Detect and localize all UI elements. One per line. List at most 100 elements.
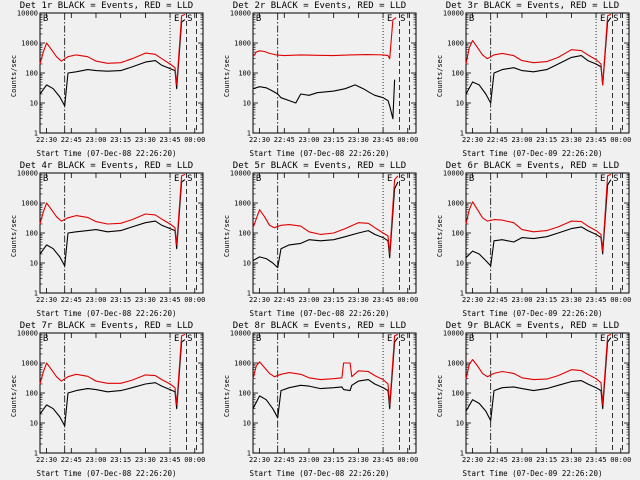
x-tick-label: 23:45 xyxy=(160,456,181,464)
x-tick-label: 23:15 xyxy=(323,296,344,304)
chart-svg: 1 10 100 1000 10000 22:30 22:45 23:00 23:15 23:30… xyxy=(443,330,631,465)
y-tick-label: 100 xyxy=(238,390,251,398)
events-line xyxy=(39,19,186,107)
x-tick-label: 22:30 xyxy=(249,136,270,144)
y-tick-label: 10 xyxy=(243,260,251,268)
y-tick-label: 10000 xyxy=(443,170,464,178)
marker-b: B xyxy=(469,14,474,24)
chart-svg: 1 10 100 1000 10000 22:30 22:45 23:00 23:15 23:30… xyxy=(230,170,418,305)
x-tick-label: 23:15 xyxy=(110,136,131,144)
x-tick-label: 22:30 xyxy=(249,296,270,304)
panel-title: Det 1r BLACK = Events, RED = LLD xyxy=(19,1,194,11)
y-tick-label: 10 xyxy=(30,260,38,268)
x-tick-label: 23:45 xyxy=(160,296,181,304)
chart-svg: 1 10 100 1000 10000 22:30 22:45 23:00 23:15 23:30… xyxy=(17,10,205,145)
marker-s: S xyxy=(187,334,192,344)
panel-title: Det 8r BLACK = Events, RED = LLD xyxy=(232,321,407,331)
marker-e: E xyxy=(387,174,392,184)
y-tick-label: 1000 xyxy=(234,40,251,48)
x-tick-label: 23:15 xyxy=(536,456,557,464)
y-tick-label: 10000 xyxy=(443,330,464,338)
x-tick-label: 23:00 xyxy=(298,136,319,144)
panel-title: Det 5r BLACK = Events, RED = LLD xyxy=(232,161,407,171)
x-tick-label: 23:00 xyxy=(298,456,319,464)
y-tick-label: 1 xyxy=(247,130,251,138)
detector-panel: Det 5r BLACK = Events, RED = LLD Counts/s… xyxy=(213,160,426,320)
x-axis-label: Start Time (07-Dec-08 22:26:20) xyxy=(249,309,390,318)
y-tick-label: 1 xyxy=(247,290,251,298)
detector-panel: Det 1r BLACK = Events, RED = LLD Counts/s… xyxy=(0,0,213,160)
y-tick-label: 1000 xyxy=(234,200,251,208)
marker-b: B xyxy=(256,174,261,184)
marker-s: S xyxy=(187,14,192,24)
lld-line xyxy=(39,13,186,86)
y-tick-label: 100 xyxy=(451,390,464,398)
events-line xyxy=(465,179,612,267)
x-tick-label: 00:00 xyxy=(397,456,418,464)
chart-svg: 1 10 100 1000 10000 22:30 22:45 23:00 23:15 23:30… xyxy=(443,10,631,145)
marker-s: S xyxy=(613,174,618,184)
x-tick-label: 22:45 xyxy=(274,456,295,464)
y-tick-label: 10000 xyxy=(230,10,251,18)
marker-e: E xyxy=(600,14,605,24)
x-tick-label: 23:30 xyxy=(561,456,582,464)
events-line xyxy=(39,179,186,267)
y-tick-label: 100 xyxy=(25,70,38,78)
detector-panel: Det 6r BLACK = Events, RED = LLD Counts/s… xyxy=(426,160,639,320)
chart-svg: 1 10 100 1000 10000 22:30 22:45 23:00 23:15 23:30… xyxy=(230,330,418,465)
x-tick-label: 23:15 xyxy=(110,296,131,304)
x-tick-label: 23:45 xyxy=(373,136,394,144)
x-tick-label: 22:30 xyxy=(36,136,57,144)
y-tick-label: 1000 xyxy=(21,360,38,368)
x-tick-label: 00:00 xyxy=(610,296,631,304)
x-tick-label: 00:00 xyxy=(397,136,418,144)
marker-b: B xyxy=(469,174,474,184)
chart-svg: 1 10 100 1000 10000 22:30 22:45 23:00 23:15 23:30… xyxy=(230,10,418,145)
y-tick-label: 10 xyxy=(243,420,251,428)
x-tick-label: 23:00 xyxy=(511,296,532,304)
y-tick-label: 10000 xyxy=(17,10,38,18)
lld-line xyxy=(252,175,399,255)
x-tick-label: 23:30 xyxy=(135,136,156,144)
y-tick-label: 10 xyxy=(456,100,464,108)
y-tick-label: 1 xyxy=(460,130,464,138)
x-tick-label: 23:00 xyxy=(85,296,106,304)
x-tick-label: 22:45 xyxy=(487,136,508,144)
y-tick-label: 10 xyxy=(456,260,464,268)
y-tick-label: 10000 xyxy=(443,10,464,18)
y-tick-label: 10 xyxy=(30,420,38,428)
chart-svg: 1 10 100 1000 10000 22:30 22:45 23:00 23:15 23:30… xyxy=(443,170,631,305)
x-tick-label: 00:00 xyxy=(397,296,418,304)
x-axis-label: Start Time (07-Dec-09 22:26:20) xyxy=(462,149,603,158)
x-tick-label: 23:45 xyxy=(373,456,394,464)
y-tick-label: 10000 xyxy=(230,170,251,178)
y-tick-label: 1 xyxy=(34,450,38,458)
marker-b: B xyxy=(256,334,261,344)
marker-s: S xyxy=(400,174,405,184)
y-tick-label: 100 xyxy=(25,390,38,398)
x-tick-label: 23:30 xyxy=(348,296,369,304)
marker-s: S xyxy=(187,174,192,184)
y-tick-label: 100 xyxy=(451,70,464,78)
lld-line xyxy=(465,333,612,406)
events-line xyxy=(465,337,612,422)
chart-svg: 1 10 100 1000 10000 22:30 22:45 23:00 23:15 23:30… xyxy=(17,330,205,465)
panel-title: Det 2r BLACK = Events, RED = LLD xyxy=(232,1,407,11)
events-line xyxy=(252,181,399,269)
y-tick-label: 1 xyxy=(460,450,464,458)
x-tick-label: 22:30 xyxy=(462,456,483,464)
lld-line xyxy=(465,173,612,252)
y-tick-label: 10000 xyxy=(17,330,38,338)
x-tick-label: 23:15 xyxy=(323,456,344,464)
x-tick-label: 00:00 xyxy=(184,456,205,464)
marker-e: E xyxy=(174,174,179,184)
x-tick-label: 23:00 xyxy=(85,456,106,464)
detector-panel: Det 2r BLACK = Events, RED = LLD Counts/s… xyxy=(213,0,426,160)
x-tick-label: 22:45 xyxy=(487,456,508,464)
marker-e: E xyxy=(174,14,179,24)
events-line xyxy=(252,79,396,120)
x-axis-label: Start Time (07-Dec-08 22:26:20) xyxy=(36,469,177,478)
lld-line xyxy=(465,13,612,86)
marker-e: E xyxy=(174,334,179,344)
x-tick-label: 23:30 xyxy=(135,456,156,464)
